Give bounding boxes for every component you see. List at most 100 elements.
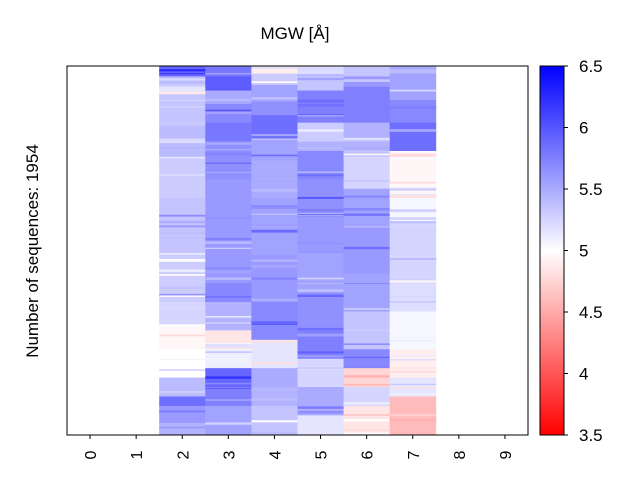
- colorbar-tick-label: 5: [579, 242, 588, 261]
- heatmap-row-stripe: [389, 413, 437, 417]
- heatmap-row-stripe: [297, 77, 344, 81]
- heatmap-band-pos-4: [251, 84, 298, 101]
- heatmap-band-pos-7: [389, 66, 437, 74]
- heatmap-band-pos-2: [159, 94, 206, 127]
- heatmap-row-stripe: [205, 142, 252, 145]
- heatmap-row-stripe: [159, 295, 206, 297]
- heatmap-row-stripe: [251, 420, 298, 423]
- heatmap-row-stripe: [389, 336, 437, 339]
- heatmap-band-pos-6: [343, 188, 391, 227]
- heatmap-band-pos-5: [297, 358, 344, 388]
- heatmap-band-pos-3: [205, 387, 252, 407]
- heatmap-row-stripe: [297, 241, 344, 243]
- heatmap-row-stripe: [251, 340, 298, 343]
- heatmap-row-stripe: [159, 78, 206, 81]
- heatmap-row-stripe: [205, 388, 252, 389]
- heatmap-band-pos-5: [297, 141, 344, 152]
- heatmap-row-stripe: [159, 232, 206, 234]
- heatmap-band-pos-6: [343, 387, 391, 407]
- heatmap-band-pos-3: [205, 283, 252, 303]
- heatmap-row-stripe: [251, 323, 298, 325]
- heatmap-band-pos-2: [159, 405, 206, 424]
- heatmap-band-pos-7: [389, 217, 437, 284]
- heatmap-row-stripe: [205, 422, 252, 425]
- heatmap-row-stripe: [297, 115, 344, 117]
- heatmap-row-stripe: [343, 147, 391, 149]
- heatmap-row-stripe: [251, 388, 298, 391]
- heatmap-row-stripe: [159, 72, 206, 75]
- heatmap-row-stripe: [205, 73, 252, 75]
- heatmap-row-stripe: [389, 129, 437, 132]
- heatmap-row-stripe: [389, 383, 437, 385]
- heatmap-band-pos-4: [251, 302, 298, 341]
- heatmap-row-stripe: [251, 229, 298, 233]
- heatmap-row-stripe: [389, 280, 437, 283]
- heatmap-row-stripe: [389, 296, 437, 298]
- heatmap-cells: [159, 66, 437, 436]
- heatmap-row-stripe: [389, 393, 437, 396]
- heatmap-row-stripe: [297, 333, 344, 337]
- heatmap-band-pos-3: [205, 66, 252, 77]
- heatmap-row-stripe: [159, 369, 206, 372]
- heatmap-row-stripe: [389, 359, 437, 361]
- heatmap-row-stripe: [159, 252, 206, 255]
- heatmap-row-stripe: [159, 69, 206, 72]
- heatmap-row-stripe: [251, 180, 298, 182]
- heatmap-row-stripe: [343, 87, 391, 89]
- heatmap-row-stripe: [297, 147, 344, 149]
- heatmap-row-stripe: [389, 195, 437, 199]
- x-tick-label: 1: [129, 450, 146, 459]
- heatmap-row-stripe: [343, 384, 391, 386]
- heatmap-row-stripe: [389, 371, 437, 373]
- heatmap-row-stripe: [297, 214, 344, 216]
- x-tick-label: 7: [406, 450, 423, 459]
- heatmap-row-stripe: [297, 406, 344, 409]
- heatmap-row-stripe: [205, 109, 252, 113]
- heatmap-row-stripe: [251, 100, 298, 102]
- heatmap-band-pos-2: [159, 349, 206, 378]
- heatmap-row-stripe: [205, 399, 252, 401]
- x-tick-label: 8: [452, 450, 469, 459]
- heatmap-row-stripe: [297, 327, 344, 331]
- heatmap-row-stripe: [205, 162, 252, 164]
- heatmap-row-stripe: [159, 151, 206, 153]
- heatmap-row-stripe: [389, 419, 437, 422]
- heatmap-row-stripe: [251, 97, 298, 100]
- heatmap-row-stripe: [297, 99, 344, 103]
- heatmap-row-stripe: [159, 324, 206, 327]
- heatmap-band-pos-5: [297, 292, 344, 331]
- heatmap-row-stripe: [251, 264, 298, 268]
- heatmap-row-stripe: [389, 255, 437, 258]
- heatmap-row-stripe: [343, 356, 391, 359]
- heatmap-row-stripe: [205, 171, 252, 174]
- heatmap-row-stripe: [159, 409, 206, 412]
- heatmap-row-stripe: [297, 196, 344, 199]
- heatmap-row-stripe: [251, 225, 298, 228]
- heatmap-row-stripe: [205, 267, 252, 270]
- heatmap-row-stripe: [343, 246, 391, 250]
- heatmap-row-stripe: [389, 154, 437, 157]
- chart-title: MGW [Å]: [261, 24, 330, 43]
- heatmap-row-stripe: [251, 205, 298, 208]
- heatmap-row-stripe: [297, 366, 344, 369]
- heatmap-row-stripe: [389, 301, 437, 303]
- heatmap-band-pos-6: [343, 150, 391, 190]
- heatmap-row-stripe: [343, 375, 391, 378]
- x-tick-label: 2: [175, 450, 192, 459]
- heatmap-row-stripe: [343, 213, 391, 216]
- heatmap-row-stripe: [205, 358, 252, 362]
- heatmap-row-stripe: [297, 74, 344, 77]
- heatmap-row-stripe: [343, 366, 391, 368]
- heatmap-row-stripe: [297, 208, 344, 212]
- heatmap-band-pos-3: [205, 76, 252, 91]
- heatmap-band-pos-6: [343, 349, 391, 369]
- colorbar-tick-label: 4: [579, 365, 588, 384]
- heatmap-row-stripe: [251, 277, 298, 280]
- heatmap-band-pos-7: [389, 122, 437, 152]
- heatmap-band-pos-6: [343, 226, 391, 275]
- heatmap-band-pos-4: [251, 133, 298, 161]
- heatmap-row-stripe: [205, 237, 252, 241]
- heatmap-row-stripe: [389, 258, 437, 260]
- heatmap-row-stripe: [297, 252, 344, 255]
